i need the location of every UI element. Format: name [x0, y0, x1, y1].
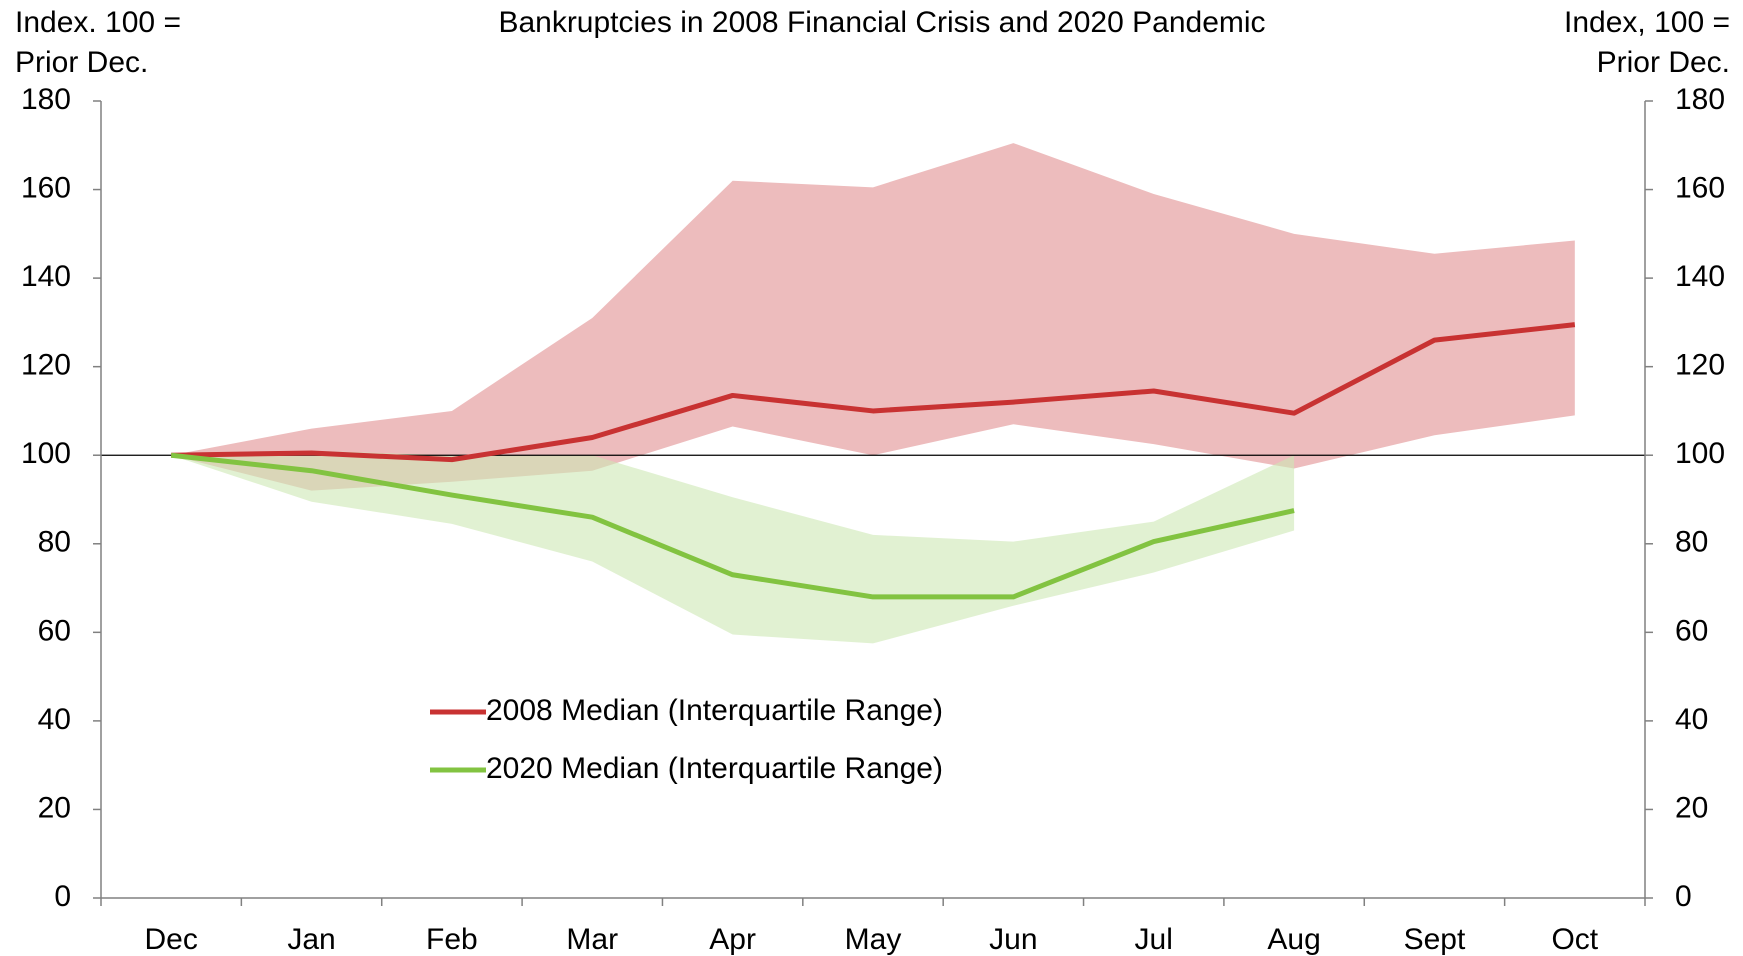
x-tick-label: Dec	[145, 923, 198, 956]
median-line	[171, 322, 1576, 463]
y2-axis-label: Index, 100 =	[1564, 6, 1730, 39]
y-tick-label: 160	[21, 171, 71, 204]
y-tick-label: 60	[38, 614, 71, 647]
y-tick-label: 120	[21, 349, 71, 382]
x-tick-label: Sept	[1404, 923, 1466, 956]
y2-tick-label: 80	[1675, 526, 1708, 559]
y-tick-label: 100	[21, 437, 71, 470]
y-tick-label: 80	[38, 526, 71, 559]
y2-tick-label: 120	[1675, 349, 1725, 382]
legend-label: 2008 Median (Interquartile Range)	[486, 694, 943, 727]
x-tick-label: May	[845, 923, 902, 956]
y2-tick-label: 160	[1675, 171, 1725, 204]
y2-tick-label: 20	[1675, 791, 1708, 824]
x-tick-label: Jul	[1135, 923, 1173, 956]
interquartile-band	[171, 450, 1295, 644]
x-tick-label: Apr	[709, 923, 756, 956]
y2-tick-label: 40	[1675, 703, 1708, 736]
x-tick-label: Jun	[989, 923, 1037, 956]
y2-tick-label: 180	[1675, 83, 1725, 116]
y2-tick-label: 60	[1675, 614, 1708, 647]
x-tick-label: Oct	[1551, 923, 1598, 956]
x-tick-label: Mar	[566, 923, 618, 956]
y-axis-label: Index. 100 =	[15, 6, 181, 39]
median-line	[170, 452, 1295, 600]
y-tick-label: 140	[21, 260, 71, 293]
y2-tick-label: 100	[1675, 437, 1725, 470]
y2-tick-label: 0	[1675, 880, 1692, 913]
y2-tick-label: 140	[1675, 260, 1725, 293]
y-tick-label: 180	[21, 83, 71, 116]
legend-label: 2020 Median (Interquartile Range)	[486, 752, 943, 785]
y2-axis-label: Prior Dec.	[1597, 46, 1730, 79]
y-tick-label: 40	[38, 703, 71, 736]
chart-title: Bankruptcies in 2008 Financial Crisis an…	[498, 6, 1265, 39]
interquartile-band	[171, 143, 1575, 491]
y-tick-label: 0	[54, 880, 71, 913]
x-tick-label: Jan	[287, 923, 335, 956]
x-tick-label: Feb	[426, 923, 478, 956]
x-tick-label: Aug	[1267, 923, 1320, 956]
y-tick-label: 20	[38, 791, 71, 824]
y-axis-label: Prior Dec.	[15, 46, 148, 79]
